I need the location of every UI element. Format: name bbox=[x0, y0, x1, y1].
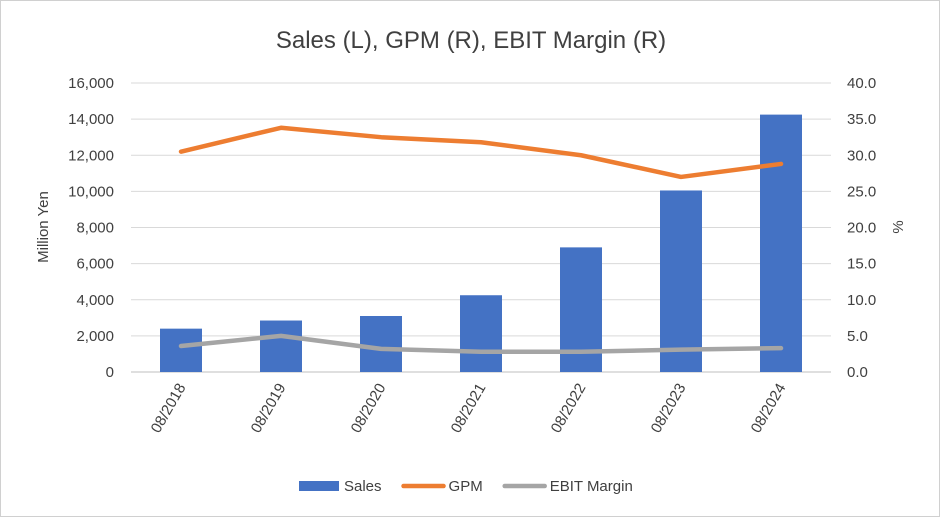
left-tick-label: 8,000 bbox=[76, 220, 114, 237]
ebit-margin-line bbox=[178, 333, 784, 355]
sales-bar bbox=[460, 295, 502, 372]
left-axis-title: Million Yen bbox=[35, 191, 52, 263]
left-tick-label: 0 bbox=[106, 364, 114, 381]
right-tick-label: 35.0 bbox=[847, 111, 876, 128]
series-lines bbox=[178, 125, 784, 355]
x-tick-label: 08/2022 bbox=[548, 381, 590, 436]
x-tick-label: 08/2021 bbox=[448, 381, 490, 436]
x-tick-label: 08/2024 bbox=[748, 381, 790, 436]
right-tick-label: 25.0 bbox=[847, 183, 876, 200]
x-tick-label: 08/2020 bbox=[348, 381, 390, 436]
right-tick-label: 15.0 bbox=[847, 256, 876, 273]
sales-bar bbox=[760, 114, 802, 372]
sales-bar bbox=[660, 190, 702, 372]
legend-label-gpm: GPM bbox=[449, 478, 483, 495]
left-tick-label: 2,000 bbox=[76, 328, 114, 345]
right-tick-label: 30.0 bbox=[847, 147, 876, 164]
gpm-line bbox=[178, 125, 784, 180]
right-tick-label: 5.0 bbox=[847, 328, 868, 345]
sales-bar bbox=[360, 316, 402, 372]
legend-label-sales: Sales bbox=[344, 478, 382, 495]
left-tick-label: 6,000 bbox=[76, 256, 114, 273]
legend: Sales GPM EBIT Margin bbox=[299, 478, 633, 495]
x-tick-label: 08/2019 bbox=[248, 381, 290, 436]
x-axis-ticks: 08/2018 08/2019 08/2020 08/2021 08/2022 08/20… bbox=[148, 381, 790, 436]
left-tick-label: 16,000 bbox=[68, 75, 114, 92]
right-axis-ticks: 40.0 35.0 30.0 25.0 20.0 15.0 10.0 5.0 0.0 bbox=[847, 75, 876, 381]
right-axis-title: % bbox=[890, 220, 907, 233]
sales-bar bbox=[160, 328, 202, 372]
x-tick-label: 08/2018 bbox=[148, 381, 190, 436]
left-axis-ticks: 16,000 14,000 12,000 10,000 8,000 6,000 4,000 2… bbox=[68, 75, 114, 381]
left-tick-label: 4,000 bbox=[76, 292, 114, 309]
left-tick-label: 10,000 bbox=[68, 183, 114, 200]
legend-label-ebit-margin: EBIT Margin bbox=[550, 478, 633, 495]
chart-title: Sales (L), GPM (R), EBIT Margin (R) bbox=[276, 27, 666, 54]
x-tick-label: 08/2023 bbox=[648, 381, 690, 436]
legend-swatch-sales bbox=[299, 481, 339, 491]
sales-bar bbox=[260, 320, 302, 372]
right-tick-label: 10.0 bbox=[847, 292, 876, 309]
right-tick-label: 0.0 bbox=[847, 364, 868, 381]
right-tick-label: 20.0 bbox=[847, 220, 876, 237]
sales-bars bbox=[160, 114, 802, 372]
left-tick-label: 14,000 bbox=[68, 111, 114, 128]
left-tick-label: 12,000 bbox=[68, 147, 114, 164]
right-tick-label: 40.0 bbox=[847, 75, 876, 92]
